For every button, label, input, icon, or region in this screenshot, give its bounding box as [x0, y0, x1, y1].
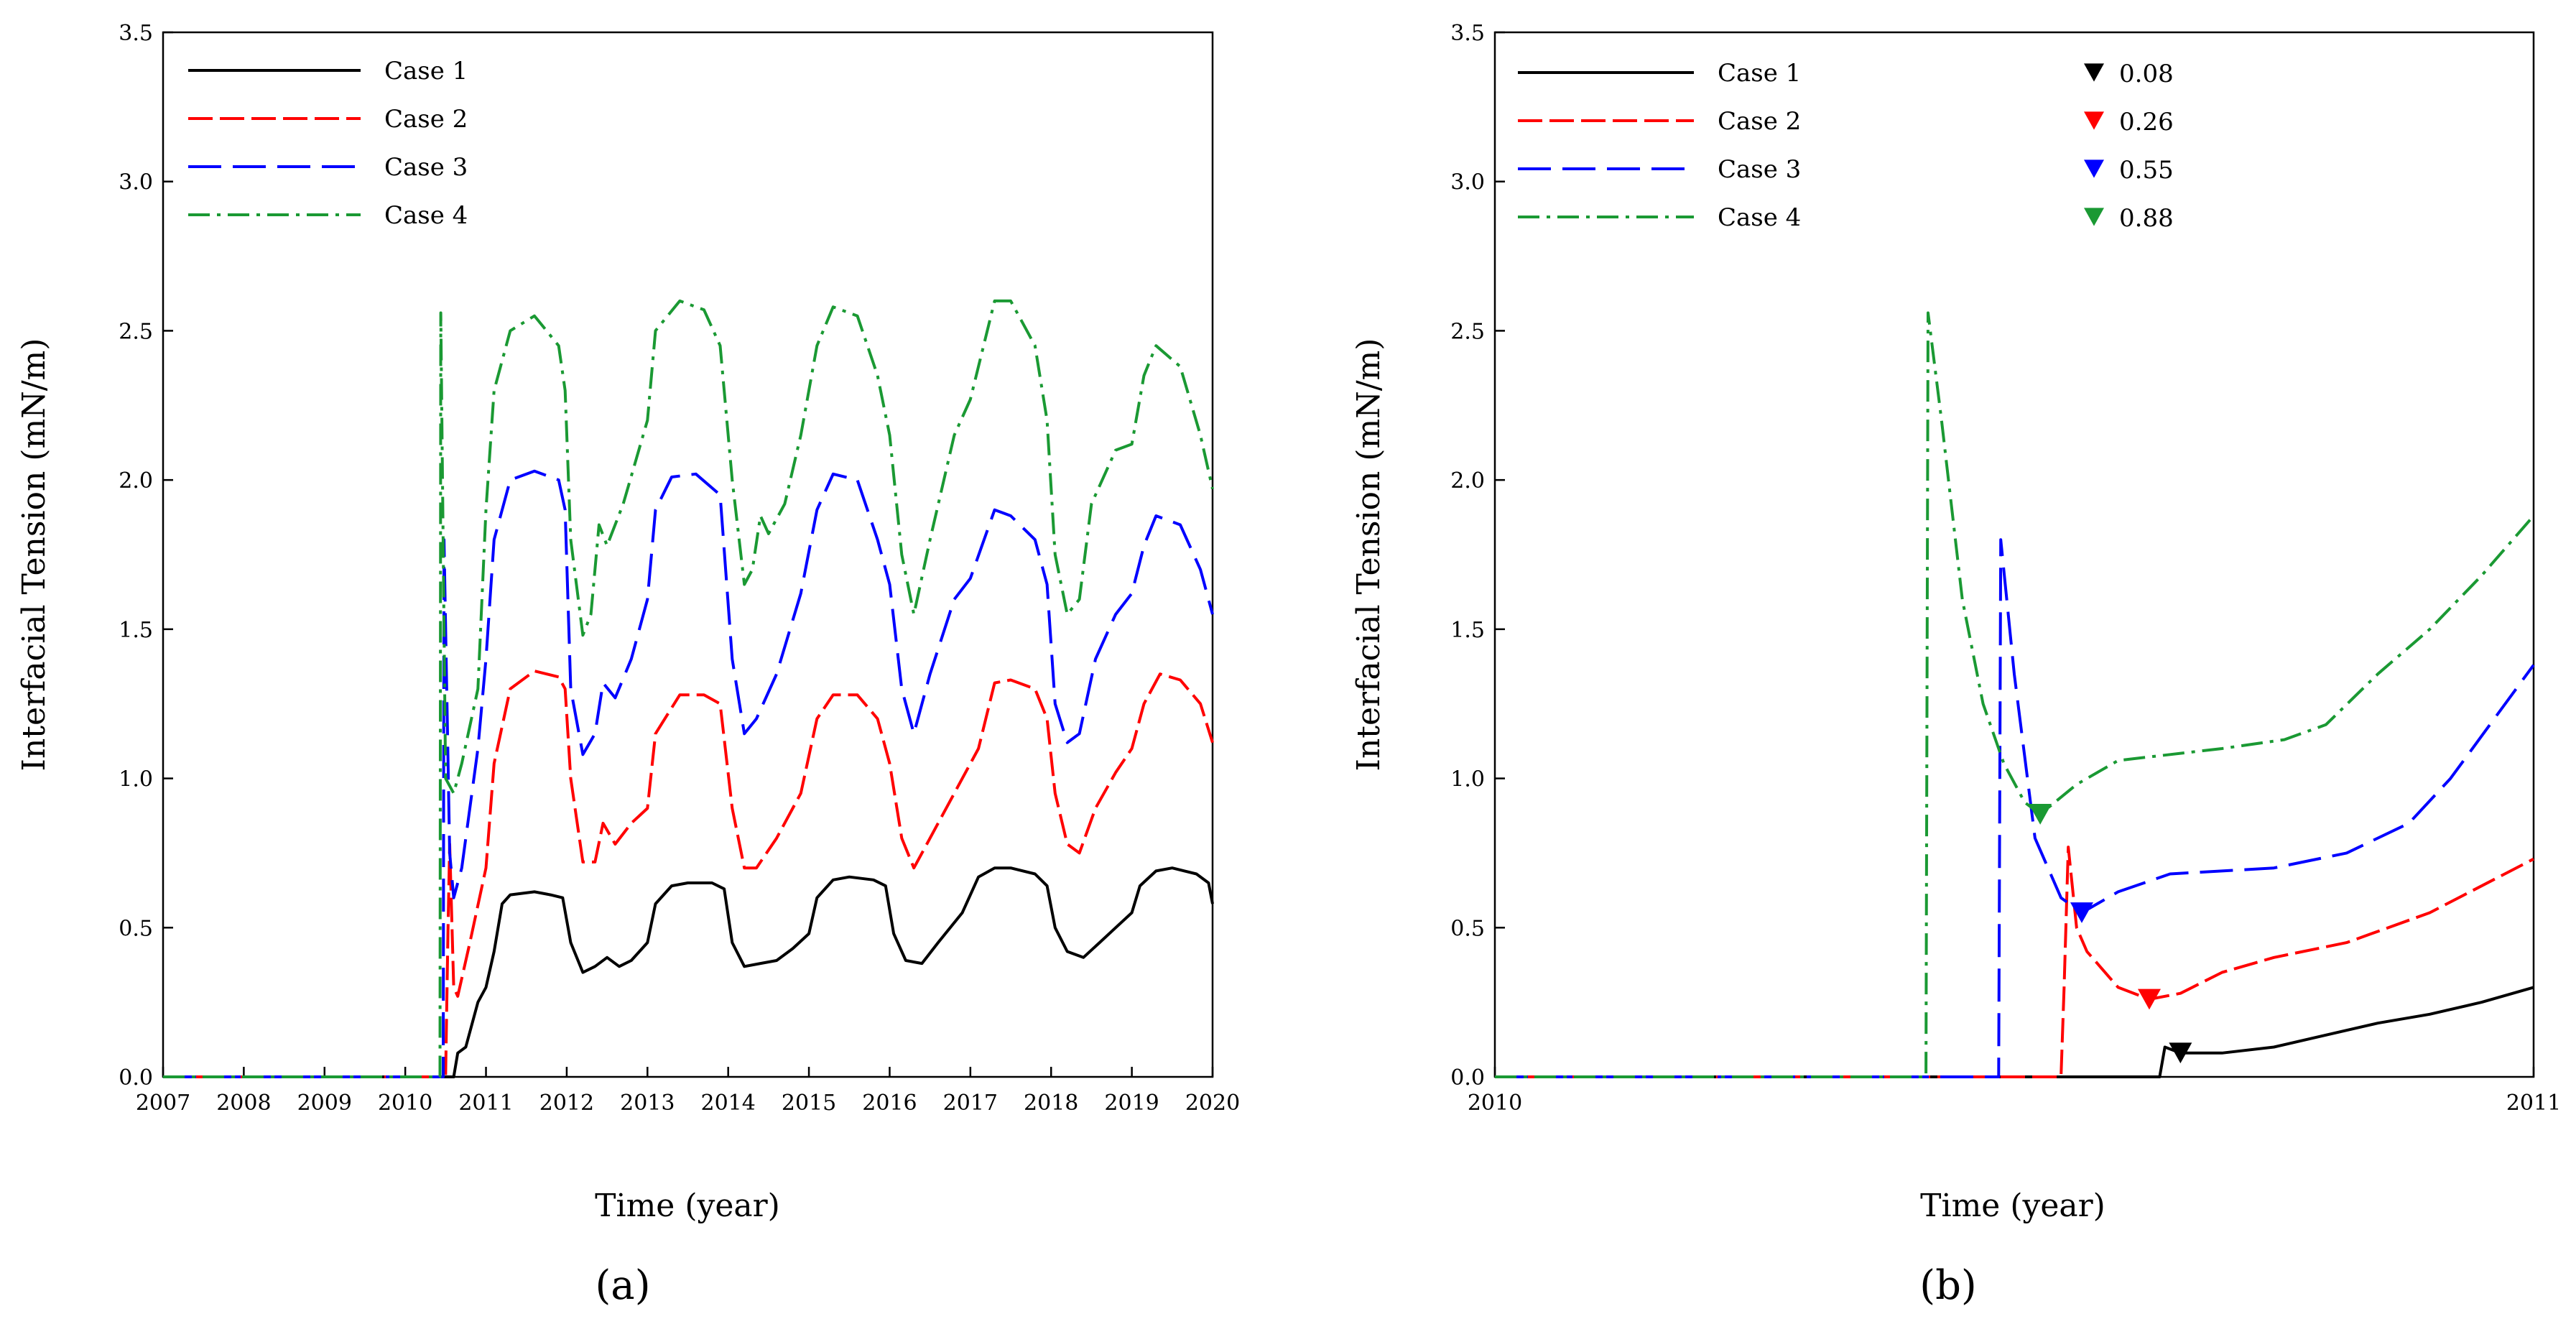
ticks-b: 0.0 0.5 1.0 1.5 2.0 2.5 3.0 3.5 2010 2011 — [1450, 21, 2561, 1116]
legend-label: Case 3 — [384, 153, 468, 182]
marker-legend-label: 0.08 — [2119, 60, 2174, 88]
y-axis-title-b: Interfacial Tension (mN/m) — [1350, 338, 1387, 772]
y-tick-label-a: 3.0 — [119, 170, 153, 195]
series-lines-b — [1495, 311, 2535, 1078]
series-line-case-3 — [1495, 538, 2535, 1078]
y-tick-label-b: 2.0 — [1450, 468, 1485, 494]
marker-legend-symbol — [2084, 208, 2104, 226]
minimum-marker-0.55 — [2070, 902, 2093, 923]
legend-label: Case 1 — [1718, 59, 1801, 88]
series-line-case-2 — [1495, 846, 2534, 1078]
series-line-case-4 — [163, 299, 1214, 1078]
x-tick-label-a: 2020 — [1185, 1091, 1240, 1116]
series-line-case-4 — [1495, 311, 2535, 1078]
marker-legend-symbol — [2084, 159, 2104, 178]
legend-label: Case 1 — [384, 57, 468, 85]
minimum-marker-0.08 — [2169, 1042, 2192, 1064]
marker-legend-symbol — [2084, 111, 2104, 130]
panel-a: 0.0 0.5 1.0 1.5 2.0 2.5 3.0 3.5 2007 2008 2009 2010… — [16, 21, 1240, 1309]
x-tick-label-b: 2011 — [2506, 1091, 2561, 1116]
legend-label: Case 2 — [384, 105, 468, 134]
legend-label: Case 4 — [384, 201, 468, 230]
x-tick-label-a: 2019 — [1104, 1091, 1159, 1116]
panel-label-b: (b) — [1919, 1262, 1977, 1309]
minimum-marker-0.26 — [2137, 989, 2161, 1010]
y-tick-label-b: 3.5 — [1450, 21, 1485, 46]
legend-label: Case 3 — [1718, 155, 1801, 184]
panel-label-a: (a) — [595, 1262, 650, 1309]
series-line-case-2 — [163, 670, 1214, 1078]
plot-frame-a — [162, 31, 1214, 1078]
y-tick-label-a: 0.0 — [119, 1065, 153, 1091]
y-tick-label-b: 3.0 — [1450, 170, 1485, 195]
plot-frame-b — [1493, 31, 2535, 1078]
y-tick-label-a: 1.5 — [119, 618, 153, 643]
marker-legend-label: 0.26 — [2119, 108, 2174, 136]
legend-label: Case 2 — [1718, 107, 1801, 136]
y-tick-label-b: 0.5 — [1450, 916, 1485, 941]
legend-a: Case 1 Case 2 Case 3 Case 4 — [188, 57, 468, 230]
x-tick-label-b: 2010 — [1468, 1091, 1522, 1116]
series-line-case-1 — [1495, 986, 2534, 1078]
x-tick-label-a: 2014 — [701, 1091, 756, 1116]
y-tick-label-b: 1.0 — [1450, 767, 1485, 792]
marker-legend-label: 0.88 — [2119, 204, 2174, 233]
x-axis-title-b: Time (year) — [1920, 1188, 2105, 1224]
y-tick-label-b: 2.5 — [1450, 319, 1485, 344]
x-tick-label-a: 2008 — [216, 1091, 271, 1116]
legend-label: Case 4 — [1718, 203, 1801, 232]
x-tick-label-a: 2013 — [620, 1091, 675, 1116]
y-tick-label-a: 2.0 — [119, 468, 153, 494]
y-tick-label-b: 0.0 — [1450, 1065, 1485, 1091]
y-tick-label-a: 3.5 — [119, 21, 153, 46]
x-tick-label-a: 2015 — [782, 1091, 836, 1116]
minimum-marker-0.88 — [2029, 804, 2052, 825]
x-tick-label-a: 2011 — [458, 1091, 513, 1116]
marker-legend-label: 0.55 — [2119, 156, 2174, 185]
series-lines-a — [163, 299, 1214, 1078]
markers-b — [2029, 804, 2192, 1064]
x-tick-label-a: 2012 — [539, 1091, 594, 1116]
x-tick-label-a: 2016 — [862, 1091, 917, 1116]
ticks-a: 0.0 0.5 1.0 1.5 2.0 2.5 3.0 3.5 2007 2008 2009 2010… — [119, 21, 1240, 1116]
series-line-case-3 — [163, 469, 1214, 1078]
marker-legend-b: 0.08 0.26 0.55 0.88 — [2084, 60, 2174, 233]
x-tick-label-a: 2017 — [943, 1091, 998, 1116]
y-tick-label-a: 1.0 — [119, 767, 153, 792]
x-axis-title-a: Time (year) — [595, 1188, 780, 1224]
marker-legend-symbol — [2084, 63, 2104, 82]
x-tick-label-a: 2007 — [136, 1091, 190, 1116]
x-tick-label-a: 2010 — [378, 1091, 432, 1116]
legend-b: Case 1 Case 2 Case 3 Case 4 — [1518, 59, 1801, 232]
x-tick-label-a: 2018 — [1024, 1091, 1078, 1116]
y-tick-label-a: 2.5 — [119, 319, 153, 344]
y-axis-title-a: Interfacial Tension (mN/m) — [16, 338, 52, 772]
x-tick-label-a: 2009 — [297, 1091, 352, 1116]
series-line-case-1 — [163, 866, 1214, 1078]
y-tick-label-b: 1.5 — [1450, 618, 1485, 643]
y-tick-label-a: 0.5 — [119, 916, 153, 941]
